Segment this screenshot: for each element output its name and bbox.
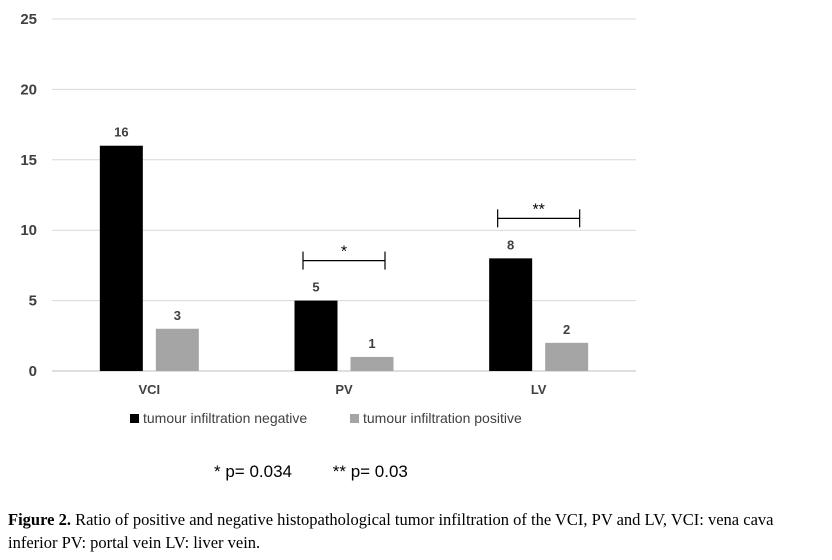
- y-tick-label: 10: [20, 222, 37, 239]
- legend-label: tumour infiltration negative: [143, 410, 307, 426]
- category-label: PV: [335, 382, 353, 397]
- bar: [545, 342, 589, 371]
- pvalue-note: * p= 0.034: [214, 462, 292, 481]
- significance-brackets: ***: [302, 201, 581, 270]
- bar: [350, 356, 394, 371]
- bar: [155, 328, 199, 371]
- bar: [294, 300, 338, 371]
- caption-label: Figure 2.: [8, 510, 71, 529]
- pvalue-notes: * p= 0.034 ** p= 0.03: [214, 462, 444, 482]
- y-tick-label: 15: [20, 152, 37, 169]
- bars: [99, 145, 589, 371]
- legend-swatch: [350, 414, 359, 423]
- legend: tumour infiltration negative tumour infil…: [130, 410, 522, 426]
- bar: [489, 258, 533, 371]
- grid-lines: [52, 18, 636, 372]
- category-labels: VCI PV LV: [138, 382, 546, 397]
- data-labels: 16 3 5 1 8 2: [114, 125, 570, 351]
- significance-marker: **: [532, 201, 544, 218]
- y-tick-label: 5: [29, 293, 37, 310]
- y-tick-label: 20: [20, 81, 37, 98]
- legend-swatch: [130, 414, 139, 423]
- significance-marker: *: [341, 244, 347, 261]
- bar: [99, 145, 143, 371]
- data-label: 8: [507, 237, 514, 252]
- legend-label: tumour infiltration positive: [363, 410, 522, 426]
- category-label: VCI: [138, 382, 160, 397]
- data-label: 5: [312, 280, 319, 295]
- caption-text: Ratio of positive and negative histopath…: [8, 510, 774, 552]
- y-tick-label: 25: [20, 11, 37, 28]
- data-label: 2: [563, 322, 570, 337]
- pvalue-note: ** p= 0.03: [332, 462, 408, 481]
- data-label: 1: [368, 336, 375, 351]
- figure-caption: Figure 2. Ratio of positive and negative…: [8, 508, 824, 554]
- y-axis-ticks: 0 5 10 15 20 25: [20, 11, 37, 380]
- y-tick-label: 0: [29, 363, 37, 380]
- category-label: LV: [531, 382, 547, 397]
- data-label: 16: [114, 125, 128, 140]
- data-label: 3: [174, 308, 181, 323]
